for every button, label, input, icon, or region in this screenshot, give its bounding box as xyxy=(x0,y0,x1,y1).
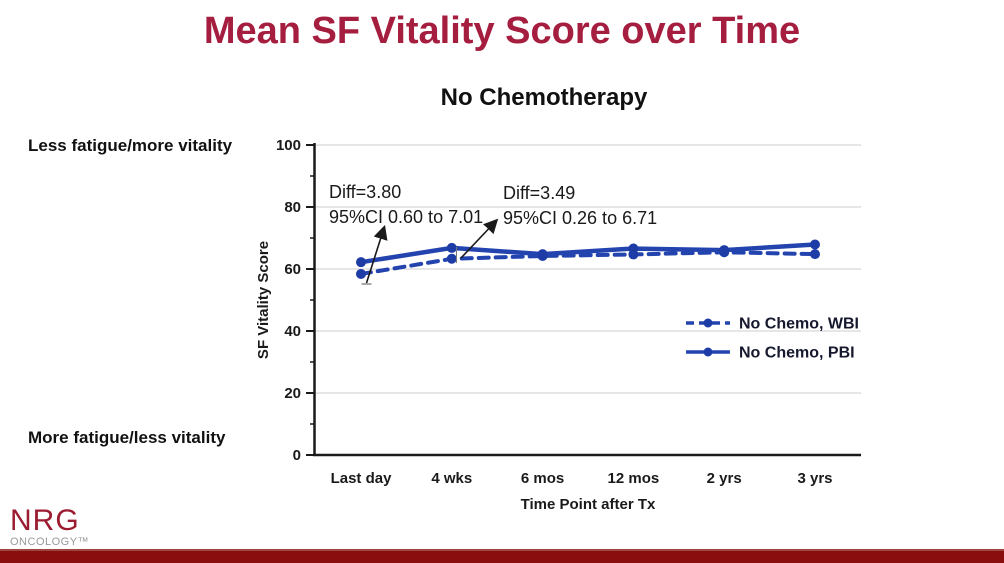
annotation-arrow xyxy=(365,224,388,284)
data-point xyxy=(446,253,457,264)
y-axis-top-annotation: Less fatigue/more vitality xyxy=(28,136,233,155)
y-tick-label: 100 xyxy=(276,137,301,154)
data-point xyxy=(719,245,730,256)
legend-label: No Chemo, WBI xyxy=(739,316,859,333)
x-category-label: 2 yrs xyxy=(707,470,742,487)
legend-marker xyxy=(703,347,713,357)
data-point xyxy=(537,249,548,260)
x-category-label: 6 mos xyxy=(521,470,564,487)
y-tick-label: 60 xyxy=(284,261,301,278)
annotation-diff: Diff=3.80 xyxy=(329,182,401,202)
logo-text: NRG xyxy=(10,504,80,537)
data-point xyxy=(446,242,457,253)
data-point xyxy=(810,239,820,250)
annotation-arrow xyxy=(460,218,499,259)
y-axis-title: SF Vitality Score xyxy=(255,241,272,359)
annotation-ci: 95%CI 0.60 to 7.01 xyxy=(329,207,483,227)
y-axis-bottom-annotation: More fatigue/less vitality xyxy=(28,428,226,447)
data-point xyxy=(810,249,820,260)
logo-subtext: ONCOLOGY™ xyxy=(10,536,90,548)
x-category-label: 4 wks xyxy=(431,470,472,487)
nrg-oncology-logo: NRG ONCOLOGY™ xyxy=(10,506,89,548)
x-category-label: 3 yrs xyxy=(797,470,832,487)
x-category-label: 12 mos xyxy=(608,470,660,487)
data-point xyxy=(628,243,639,254)
x-axis-title: Time Point after Tx xyxy=(521,496,656,513)
slide-title: Mean SF Vitality Score over Time xyxy=(203,10,801,52)
data-point xyxy=(356,268,366,279)
y-tick-label: 20 xyxy=(284,385,301,402)
data-point xyxy=(356,257,366,268)
annotation-diff: Diff=3.49 xyxy=(503,183,575,203)
series-line-dashed xyxy=(359,250,817,276)
chart-title: No Chemotherapy xyxy=(440,84,648,111)
y-tick-label: 0 xyxy=(293,447,301,464)
legend-marker xyxy=(703,318,713,328)
series-line-solid xyxy=(358,242,818,265)
annotation-ci: 95%CI 0.26 to 6.71 xyxy=(503,208,657,228)
x-category-label: Last day xyxy=(331,470,393,487)
legend-label: No Chemo, PBI xyxy=(739,345,855,362)
bottom-accent-bar xyxy=(0,549,1004,563)
y-tick-label: 80 xyxy=(284,199,301,216)
y-tick-label: 40 xyxy=(284,323,301,340)
